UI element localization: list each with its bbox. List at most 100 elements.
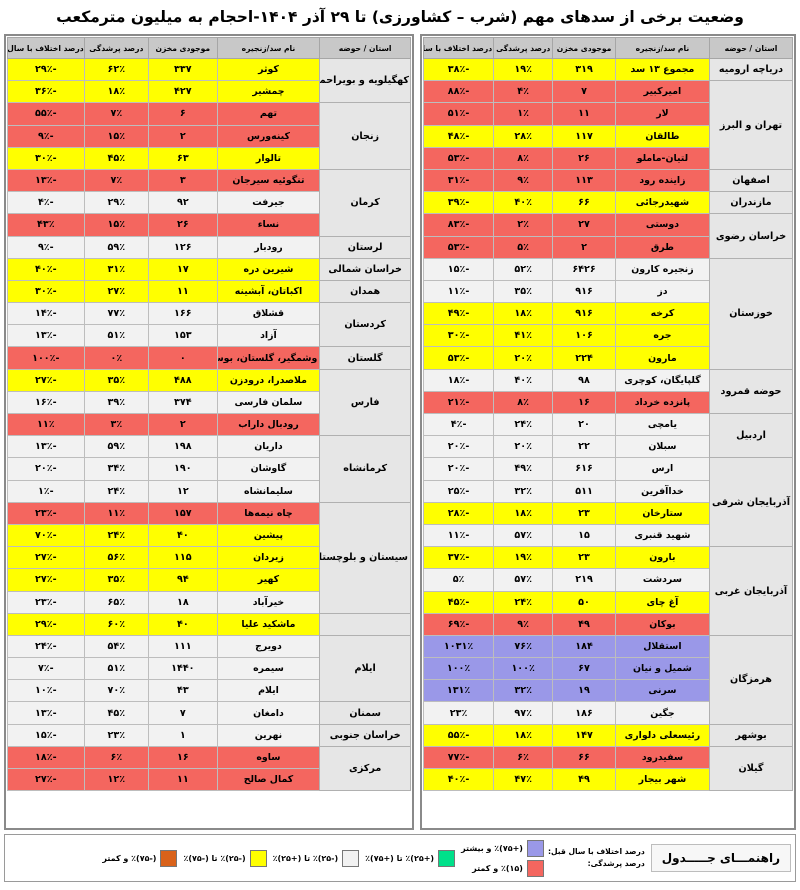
province-cell: خراسان شمالی <box>319 257 411 281</box>
table-row: کهیر ۹۴ ۳۵٪ -۲۷٪ <box>7 568 411 592</box>
fill-percent-cell: ۱۹٪ <box>493 57 554 82</box>
volume-cell: ۱۱ <box>552 102 616 126</box>
dam-table-left-grid: استان / حوضه نام سد/زنجیره موجودی مخزن د… <box>7 37 411 792</box>
diff-percent-cell: -۱۵٪ <box>7 723 85 747</box>
dam-name-cell: دوستی <box>614 213 710 237</box>
diff-percent-cell: ۱۰۳۱٪ <box>422 634 495 659</box>
table-row: سلیمانشاه ۱۲ ۲۴٪ -۱٪ <box>7 479 411 503</box>
table-row: خراسان شمالی شیرین دره ۱۷ ۳۱٪ -۴۰٪ <box>7 257 411 281</box>
province-cell: اردبیل <box>708 412 794 459</box>
fill-percent-cell: ۱۸٪ <box>493 723 554 747</box>
table-row: گیلان سفیدرود ۶۶ ۶٪ -۷۷٪ <box>422 745 794 792</box>
swatch-yellow-icon <box>249 849 267 867</box>
diff-percent-cell: -۱۴٪ <box>7 302 85 326</box>
volume-cell: ۴۰ <box>148 523 218 548</box>
page-title: وضعیت برخی از سدهای مهم (شرب – کشاورزی) … <box>56 8 744 26</box>
diff-percent-cell: -۵۳٪ <box>422 146 495 170</box>
fill-percent-cell: ۵۱٪ <box>83 324 150 348</box>
diff-percent-cell: -۵۳٪ <box>422 235 495 259</box>
province-cell: مرکزی <box>319 745 411 792</box>
diff-percent-cell: -۴۵٪ <box>422 590 495 614</box>
dam-name-cell: سبلان <box>614 435 710 459</box>
legend-column-fill: (+۷۵)٪ و بیشتر (۱۵)٪ و کمتر <box>461 839 544 877</box>
diff-percent-cell: -۳۰٪ <box>422 324 495 348</box>
dam-name-cell: زیردان <box>216 546 321 570</box>
dam-table-right-grid: استان / حوضه نام سد/زنجیره موجودی مخزن د… <box>422 37 794 792</box>
dam-name-cell: لتیان-ماملو <box>614 146 710 170</box>
dam-name-cell: سفیدرود <box>614 745 710 770</box>
fill-percent-cell: ۳۴٪ <box>83 457 150 481</box>
province-cell: دریاچه ارومیه <box>708 57 794 82</box>
volume-cell: ۶۴۲۶ <box>552 257 616 281</box>
fill-percent-cell: ۲٪ <box>493 213 554 237</box>
table-row: سلمان فارسی ۳۷۴ ۳۹٪ -۱۶٪ <box>7 390 411 415</box>
fill-percent-cell: ۷۶٪ <box>493 634 554 659</box>
fill-percent-cell: ۵۱٪ <box>83 657 150 681</box>
col-dam: نام سد/زنجیره <box>614 37 710 59</box>
province-cell: کردستان <box>319 302 411 348</box>
dam-name-cell: داریان <box>216 435 321 459</box>
table-row: رودبال داراب ۲ ۳٪ ۱۱٪ <box>7 412 411 437</box>
diff-percent-cell: -۵۱٪ <box>422 102 495 126</box>
fill-percent-cell: ۱۵٪ <box>83 124 150 148</box>
volume-cell: ۱۱۳ <box>552 168 616 193</box>
volume-cell: ۵۱۱ <box>552 479 616 503</box>
volume-cell: ۲۶ <box>148 213 218 237</box>
table-row: کینه‌ورس ۲ ۱۵٪ -۹٪ <box>7 124 411 148</box>
legend-label-red: (۱۵)٪ و کمتر <box>472 863 523 873</box>
diff-percent-cell: -۵۵٪ <box>7 102 85 126</box>
fill-percent-cell: ۳۲٪ <box>493 679 554 703</box>
dam-name-cell: تالوار <box>216 146 321 170</box>
diff-percent-cell: ۵٪ <box>422 568 495 592</box>
fill-percent-cell: ۲۰٪ <box>493 346 554 370</box>
legend-label-orange: (-۷۵)٪ و کمتر <box>102 853 157 863</box>
dam-name-cell: جره <box>614 324 710 348</box>
dam-name-cell: ساوه <box>216 745 321 770</box>
diff-percent-cell: ۱۳۱٪ <box>422 679 495 703</box>
table-row: خیرآباد ۱۸ ۶۵٪ -۲۳٪ <box>7 590 411 614</box>
table-row: خراسان جنوبی نهرین ۱ ۲۳٪ -۱۵٪ <box>7 723 411 747</box>
legend-item-yellow: (-۲۵)٪ تا (-۷۵)٪ <box>183 849 267 867</box>
table-row: کردستان قشلاق ۱۶۶ ۷۷٪ -۱۴٪ <box>7 302 411 348</box>
diff-percent-cell: -۷۷٪ <box>422 745 495 770</box>
volume-cell: ۱۱۷ <box>552 124 616 148</box>
legend-items: (+۷۵)٪ و بیشتر (۱۵)٪ و کمتر (+۲۵)٪ تا (+… <box>9 839 544 877</box>
dam-name-cell: شمیل و نیان <box>614 657 710 681</box>
province-cell: اصفهان <box>708 168 794 193</box>
fill-percent-cell: ۳۵٪ <box>493 279 554 304</box>
fill-percent-cell: ۶۵٪ <box>83 590 150 614</box>
diff-percent-cell: -۲۵٪ <box>422 479 495 503</box>
volume-cell: ۱ <box>148 723 218 747</box>
swatch-white-icon <box>342 849 360 867</box>
diff-percent-cell: -۱۸٪ <box>7 745 85 770</box>
fill-percent-cell: ۲۴٪ <box>83 523 150 548</box>
diff-percent-cell: -۱۳٪ <box>7 701 85 725</box>
dam-name-cell: قشلاق <box>216 302 321 326</box>
col-volume: موجودی مخزن <box>552 37 616 59</box>
province-cell: فارس <box>319 368 411 437</box>
diff-percent-cell: -۳۶٪ <box>7 80 85 104</box>
province-cell: ایلام <box>319 634 411 703</box>
dam-name-cell: تهم <box>216 102 321 126</box>
fill-percent-cell: ۳٪ <box>83 412 150 437</box>
volume-cell: ۹۸ <box>552 368 616 392</box>
diff-percent-cell: -۲۰٪ <box>422 457 495 481</box>
diff-percent-cell: -۱۸٪ <box>422 368 495 392</box>
diff-percent-cell: -۱۱٪ <box>422 523 495 548</box>
table-header-row: استان / حوضه نام سد/زنجیره موجودی مخزن د… <box>7 37 411 59</box>
table-row: زیردان ۱۱۵ ۵۶٪ -۲۷٪ <box>7 546 411 570</box>
dam-name-cell: جیرفت <box>216 191 321 215</box>
diff-percent-cell: -۱۱٪ <box>422 279 495 304</box>
diff-percent-cell: -۲۹٪ <box>7 612 85 636</box>
dam-name-cell: ستارخان <box>614 501 710 525</box>
diff-percent-cell: -۳۰٪ <box>7 279 85 304</box>
dam-name-cell: طالقان <box>614 124 710 148</box>
volume-cell: ۶۷ <box>552 657 616 681</box>
fill-percent-cell: ۱۵٪ <box>83 213 150 237</box>
legend-label-purple: (+۷۵)٪ و بیشتر <box>461 843 523 853</box>
volume-cell: ۲۲۴ <box>552 346 616 370</box>
fill-percent-cell: ۴۵٪ <box>83 701 150 725</box>
volume-cell: ۱۵ <box>552 523 616 548</box>
fill-percent-cell: ۵۷٪ <box>493 568 554 592</box>
